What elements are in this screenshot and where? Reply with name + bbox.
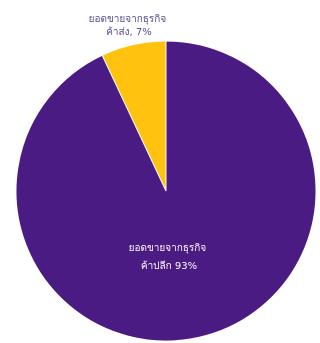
- pie-slice-retail: [15, 40, 317, 342]
- slice-label-retail: ยอดขายจากธุรกิจ ค้าปลีก 93%: [129, 243, 210, 272]
- slice-label-wholesale-line1: ยอดขายจากธุรกิจ: [89, 14, 167, 25]
- slice-label-retail-line1: ยอดขายจากธุรกิจ: [129, 243, 207, 254]
- slice-label-wholesale: ยอดขายจากธุรกิจ ค้าส่ง, 7%: [89, 14, 170, 38]
- slice-label-wholesale-line2: ค้าส่ง, 7%: [106, 26, 152, 38]
- slice-label-retail-line2: ค้าปลีก 93%: [141, 260, 197, 272]
- pie-slices: [15, 40, 317, 342]
